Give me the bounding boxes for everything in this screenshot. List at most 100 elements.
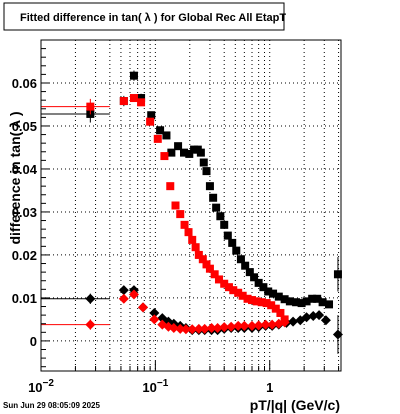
data-point	[209, 193, 218, 202]
series-diamond	[41, 289, 290, 335]
data-point	[129, 94, 138, 103]
x-axis-tick-labels: 10−2 10−1 1	[28, 378, 273, 395]
data-point	[212, 323, 223, 334]
data-point	[320, 315, 331, 326]
data-point	[288, 316, 299, 327]
x-axis-ticks	[40, 361, 340, 371]
data-point	[253, 320, 264, 331]
y-tick-label: 0.01	[12, 291, 37, 306]
data-point	[180, 220, 189, 229]
y-tick-label: 0	[30, 334, 37, 349]
data-point	[184, 228, 193, 237]
data-point	[175, 323, 186, 334]
data-point	[119, 97, 128, 106]
data-point	[274, 292, 283, 301]
data-point	[333, 270, 342, 279]
data-point	[187, 324, 198, 335]
x-tick-label: 10−1	[142, 378, 168, 395]
x-tick-label: 10−2	[28, 378, 54, 395]
data-point	[279, 317, 290, 328]
data-point	[232, 246, 241, 255]
data-point	[318, 298, 327, 307]
data-point	[199, 158, 208, 167]
data-point	[302, 297, 311, 306]
data-point	[260, 319, 271, 330]
timestamp: Sun Jun 29 08:05:09 2025	[3, 401, 100, 410]
data-point	[214, 275, 223, 284]
series-square	[41, 70, 342, 309]
data-point	[220, 279, 229, 288]
data-point	[196, 148, 205, 157]
data-point	[257, 298, 266, 307]
data-point	[233, 320, 244, 331]
data-point	[229, 286, 238, 295]
data-point	[248, 296, 257, 305]
data-point	[86, 102, 95, 111]
data-point	[180, 324, 191, 335]
data-point	[276, 308, 285, 317]
data-point	[285, 297, 294, 306]
data-point	[168, 323, 179, 334]
data-point	[129, 71, 138, 80]
data-point	[234, 288, 243, 297]
y-tick-label: 0.03	[12, 205, 37, 220]
data-point	[308, 294, 317, 303]
data-point	[160, 152, 169, 161]
data-point	[267, 301, 276, 310]
data-point	[267, 319, 278, 330]
title-box: Fitted difference in tan( λ ) for Global…	[3, 2, 286, 31]
y-tick-label: 0.02	[12, 248, 37, 263]
data-point	[280, 295, 289, 304]
data-point	[228, 238, 237, 247]
data-point	[210, 270, 219, 279]
data-point	[206, 323, 217, 334]
data-point	[191, 243, 200, 252]
data-point	[223, 231, 232, 240]
data-point	[202, 167, 211, 176]
data-point	[198, 255, 207, 264]
data-point	[241, 261, 250, 270]
data-point	[314, 310, 325, 321]
data-point	[325, 300, 334, 309]
data-point	[156, 126, 165, 135]
data-point	[224, 283, 233, 292]
data-point	[254, 278, 263, 287]
data-point	[153, 134, 162, 143]
data-point	[194, 250, 203, 259]
data-point	[167, 148, 176, 157]
data-point	[243, 294, 252, 303]
data-point	[264, 287, 273, 296]
data-point	[271, 304, 280, 313]
data-point	[269, 289, 278, 298]
data-point	[176, 210, 185, 219]
plot-frame	[40, 39, 342, 372]
data-point	[128, 289, 139, 300]
data-point	[85, 319, 96, 330]
data-point	[236, 255, 245, 264]
y-tick-label: 0.04	[12, 162, 38, 177]
data-point	[137, 94, 146, 103]
x-tick-label: 1	[266, 380, 273, 395]
data-point	[85, 293, 96, 304]
data-point	[219, 322, 230, 333]
data-point	[149, 314, 160, 325]
data-point	[137, 98, 146, 107]
data-point	[138, 302, 149, 313]
data-point	[292, 298, 301, 307]
data-point	[226, 321, 237, 332]
data-point	[205, 264, 214, 273]
y-axis-title: difference in tan( λ )	[7, 111, 23, 244]
x-axis-title: pT/|q| (GeV/c)	[250, 397, 340, 413]
data-point	[162, 131, 171, 140]
data-point	[202, 260, 211, 269]
data-point	[212, 203, 221, 212]
data-point	[247, 320, 258, 331]
data-point	[332, 329, 343, 340]
data-point	[149, 307, 160, 318]
y-axis-ticks	[41, 48, 50, 368]
data-point	[118, 285, 129, 296]
data-point	[118, 293, 129, 304]
data-point	[245, 268, 254, 277]
